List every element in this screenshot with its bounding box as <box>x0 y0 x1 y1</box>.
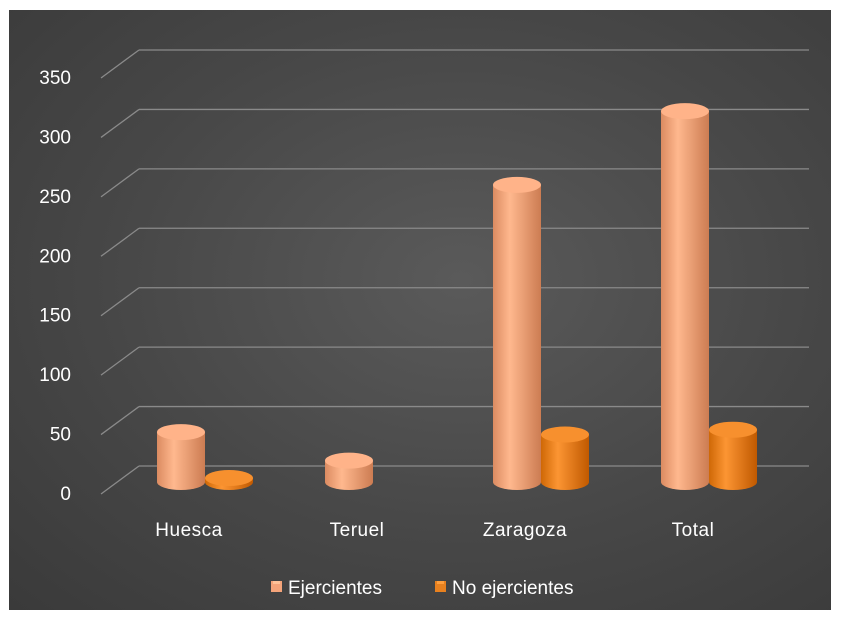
y-tick-label: 200 <box>39 246 71 267</box>
chart-area: 0 50 100 150 200 250 300 350 Huesca Teruel Zarago… <box>9 10 831 610</box>
bar-ejercientes-huesca <box>157 424 205 490</box>
y-tick-label: 0 <box>60 484 71 505</box>
legend-label: No ejercientes <box>452 578 573 599</box>
y-tick-label: 350 <box>39 68 71 89</box>
y-tick-label: 100 <box>39 365 71 386</box>
x-category-label: Huesca <box>155 520 222 541</box>
y-tick-label: 150 <box>39 306 71 327</box>
bar-no-ejercientes-huesca <box>205 470 253 490</box>
x-axis-categories: Huesca Teruel Zaragoza Total <box>155 520 714 541</box>
gridline-diagonal <box>100 406 140 436</box>
bar-chart-3d: 0 50 100 150 200 250 300 350 Huesca Teruel Zarago… <box>39 49 809 599</box>
y-tick-label: 300 <box>39 127 71 148</box>
gridline-diagonal <box>100 168 140 198</box>
legend-item: No ejercientes <box>435 578 573 599</box>
gridline-diagonal <box>100 346 140 376</box>
legend-swatch <box>435 581 446 592</box>
y-tick-label: 250 <box>39 187 71 208</box>
x-category-label: Teruel <box>330 520 385 541</box>
legend-swatch <box>271 581 282 592</box>
legend: Ejercientes No ejercientes <box>271 578 573 599</box>
x-category-label: Zaragoza <box>483 520 567 541</box>
bar-no-ejercientes-total <box>709 421 757 490</box>
bar-no-ejercientes-zaragoza <box>541 426 589 490</box>
x-category-label: Total <box>672 520 715 541</box>
bar-ejercientes-total <box>661 103 709 490</box>
gridline-diagonal <box>100 227 140 257</box>
bars <box>157 103 757 490</box>
gridline-diagonal <box>100 108 140 138</box>
y-tick-label: 50 <box>50 425 71 446</box>
gridline-diagonal <box>100 465 140 495</box>
bar-ejercientes-zaragoza <box>493 176 541 490</box>
legend-item: Ejercientes <box>271 578 382 599</box>
y-axis-ticks: 0 50 100 150 200 250 300 350 <box>39 68 71 505</box>
gridline-diagonal <box>100 49 140 79</box>
legend-label: Ejercientes <box>288 578 382 599</box>
bar-ejercientes-teruel <box>325 452 373 490</box>
gridline-diagonal <box>100 287 140 317</box>
